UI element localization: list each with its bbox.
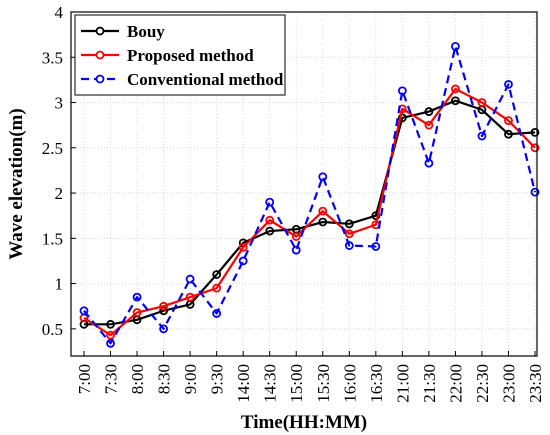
data-point [159, 324, 168, 334]
data-point [344, 241, 354, 250]
series-proposed-method [79, 84, 540, 340]
data-point [530, 143, 540, 153]
x-tick-label: 15:00 [287, 364, 306, 403]
data-point [265, 215, 275, 225]
data-point [212, 283, 222, 293]
x-tick-label: 9:30 [208, 364, 227, 394]
legend-item: Proposed method [81, 46, 254, 65]
data-point [132, 308, 142, 317]
data-point [318, 172, 328, 182]
y-tick-label: 3 [55, 94, 64, 113]
data-point [265, 197, 275, 207]
data-point [451, 96, 460, 106]
x-tick-label: 22:00 [446, 364, 465, 403]
data-point [504, 80, 513, 89]
y-axis-title: Wave elevation(m) [6, 108, 27, 259]
legend-swatch-marker [95, 74, 105, 84]
data-point [477, 131, 487, 141]
x-tick-label: 22:30 [473, 364, 492, 403]
data-point [530, 187, 540, 197]
data-point [424, 107, 434, 116]
series-line [83, 45, 537, 345]
data-point [185, 292, 195, 302]
data-point [318, 206, 328, 216]
y-tick-label: 2.5 [42, 139, 63, 158]
data-point [212, 270, 222, 279]
x-tick-label: 7:00 [75, 364, 94, 394]
data-point [344, 219, 354, 229]
data-point [477, 98, 487, 107]
data-point [106, 319, 115, 329]
data-point [344, 229, 354, 239]
x-tick-label: 14:00 [234, 364, 253, 403]
x-tick-label: 15:30 [314, 364, 333, 403]
data-point [212, 309, 222, 318]
data-point [238, 242, 248, 252]
data-point [265, 226, 275, 236]
y-tick-label: 1.5 [42, 229, 63, 248]
data-point [132, 292, 142, 302]
x-tick-label: 23:00 [499, 364, 518, 403]
x-tick-label: 14:30 [261, 364, 280, 403]
data-point [397, 86, 407, 96]
x-tick-label: 16:00 [340, 364, 359, 403]
x-tick-label: 9:00 [181, 364, 200, 394]
data-point [424, 120, 434, 130]
x-tick-label: 21:00 [393, 364, 412, 403]
data-point [159, 301, 168, 311]
legend-label: Bouy [127, 22, 165, 41]
legend-item: Conventional method [81, 70, 284, 89]
y-tick-label: 4 [55, 3, 64, 22]
data-point [451, 42, 460, 51]
y-tick-label: 3.5 [42, 48, 63, 67]
y-tick-label: 1 [55, 275, 64, 294]
legend-label: Conventional method [127, 70, 284, 89]
data-point [318, 217, 328, 227]
data-point [451, 84, 460, 94]
series-line [84, 99, 536, 326]
data-point [504, 116, 513, 126]
legend-item: Bouy [81, 22, 165, 41]
x-tick-label: 8:00 [128, 364, 147, 394]
x-tick-label: 7:30 [102, 364, 121, 394]
x-axis-title: Time(HH:MM) [241, 412, 367, 433]
x-axis-ticks: 7:00 7:30 8:00 8:30 9:00 9:30 14:00 14:30 15:00 1… [75, 351, 545, 403]
legend-swatch-marker [95, 50, 105, 60]
data-point [371, 242, 381, 251]
data-point [371, 211, 381, 221]
y-tick-label: 0.5 [42, 320, 63, 339]
data-point [79, 306, 89, 316]
data-point [106, 330, 115, 340]
data-point [291, 245, 301, 255]
legend: Bouy Proposed method Conventional method [74, 14, 286, 96]
data-point [530, 127, 540, 137]
data-point [504, 129, 513, 139]
x-tick-label: 16:30 [367, 364, 386, 403]
data-point [424, 158, 434, 168]
legend-swatch-marker [95, 26, 105, 36]
data-point [185, 274, 195, 284]
x-tick-label: 21:30 [420, 364, 439, 403]
x-tick-label: 8:30 [155, 364, 174, 394]
y-tick-label: 2 [55, 184, 64, 203]
series-line [83, 87, 536, 337]
series-layer [79, 42, 540, 348]
legend-label: Proposed method [127, 46, 254, 65]
data-point [106, 338, 115, 348]
x-tick-label: 23:30 [526, 364, 545, 403]
data-point [397, 113, 407, 123]
data-point [238, 256, 248, 266]
series-conventional-method [79, 42, 540, 348]
legend-items: Bouy Proposed method Conventional method [81, 22, 284, 89]
data-point [291, 232, 301, 241]
plot-frame [70, 11, 538, 357]
y-axis-ticks: 0.5 1 1.5 2 2.5 3 3.5 4 [42, 3, 76, 339]
